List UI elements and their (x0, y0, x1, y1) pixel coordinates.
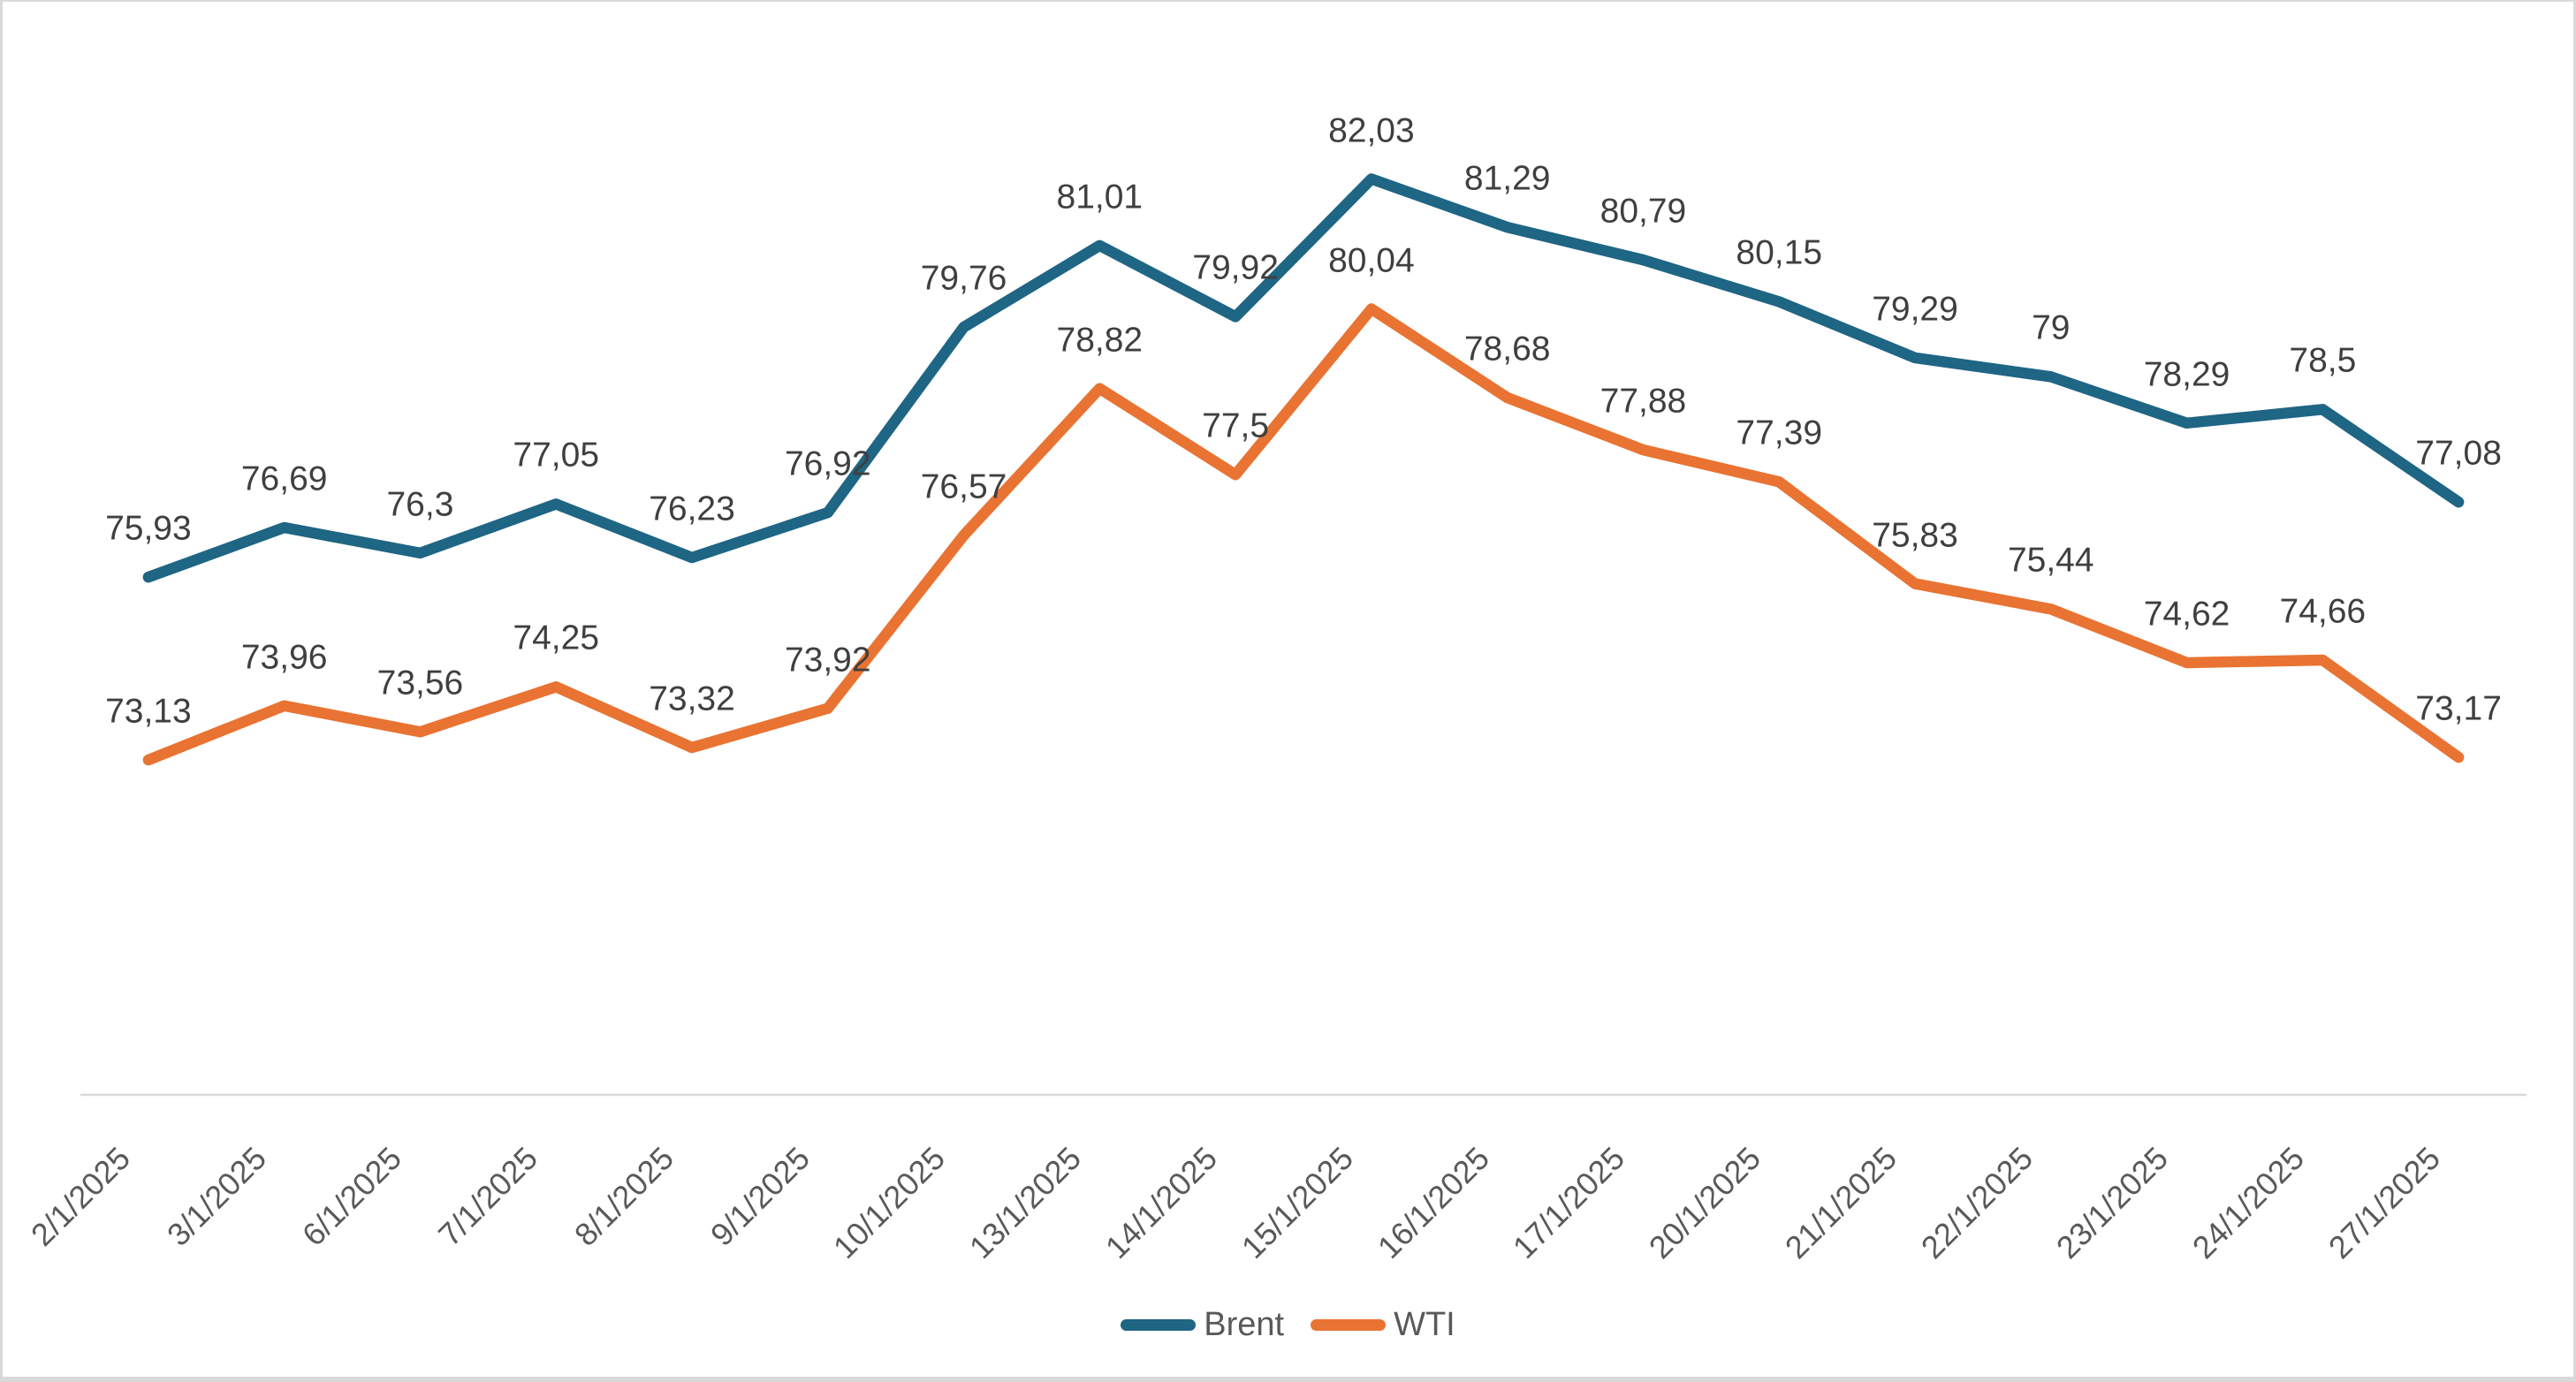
wti-data-label: 74,66 (2279, 592, 2367, 631)
wti-data-label: 77,39 (1736, 414, 1823, 452)
legend-item-brent: Brent (1121, 1308, 1284, 1341)
brent-data-label: 77,08 (2415, 434, 2502, 473)
brent-data-label: 76,23 (649, 490, 735, 528)
wti-data-label: 77,88 (1600, 382, 1687, 421)
wti-data-label: 78,68 (1463, 330, 1551, 368)
wti-data-label: 73,17 (2415, 689, 2502, 728)
brent-data-label: 76,92 (784, 444, 871, 483)
brent-data-label: 78,29 (2143, 355, 2230, 394)
brent-data-label: 75,93 (105, 509, 192, 548)
wti-series-line (142, 303, 2465, 766)
wti-data-label: 74,62 (2143, 595, 2230, 634)
wti-line-sample-icon (1311, 1318, 1387, 1331)
brent-data-label: 77,05 (513, 436, 600, 475)
brent-data-label: 79,92 (1192, 248, 1279, 287)
price-chart-svg (80, 173, 2527, 1097)
wti-data-label: 73,32 (649, 680, 735, 718)
wti-data-label: 76,57 (920, 467, 1007, 506)
wti-data-label: 80,04 (1328, 241, 1415, 280)
brent-data-label: 79 (2032, 308, 2071, 347)
brent-data-label: 76,69 (240, 459, 328, 498)
wti-data-label: 73,13 (105, 692, 192, 731)
brent-data-label: 76,3 (386, 485, 454, 524)
wti-data-label: 73,92 (784, 641, 871, 680)
wti-data-label: 78,82 (1056, 321, 1144, 360)
legend-label-wti: WTI (1394, 1306, 1455, 1343)
legend-label-brent: Brent (1204, 1306, 1285, 1343)
brent-data-label: 78,5 (2289, 341, 2357, 380)
wti-data-label: 73,96 (240, 638, 328, 677)
brent-data-label: 81,29 (1463, 159, 1551, 198)
brent-data-label: 79,29 (1872, 290, 1958, 329)
legend-item-wti: WTI (1311, 1308, 1455, 1341)
wti-data-label: 73,56 (376, 664, 464, 702)
brent-data-label: 80,15 (1736, 233, 1823, 272)
brent-data-label: 82,03 (1328, 111, 1415, 150)
brent-line-sample-icon (1121, 1318, 1197, 1331)
brent-data-label: 80,79 (1600, 192, 1687, 231)
chart-legend: Brent WTI (3, 1294, 2573, 1355)
brent-data-label: 81,01 (1056, 178, 1144, 216)
wti-data-label: 77,5 (1202, 406, 1270, 445)
wti-data-label: 74,25 (513, 619, 600, 657)
wti-data-label: 75,44 (2007, 541, 2094, 580)
wti-data-label: 75,83 (1872, 516, 1958, 555)
brent-series-line (142, 173, 2465, 583)
line-chart: 75,93 76,69 76,3 77,05 76,23 76,92 79,76 81,01 7… (3, 2, 2573, 1377)
brent-data-label: 79,76 (920, 259, 1007, 298)
